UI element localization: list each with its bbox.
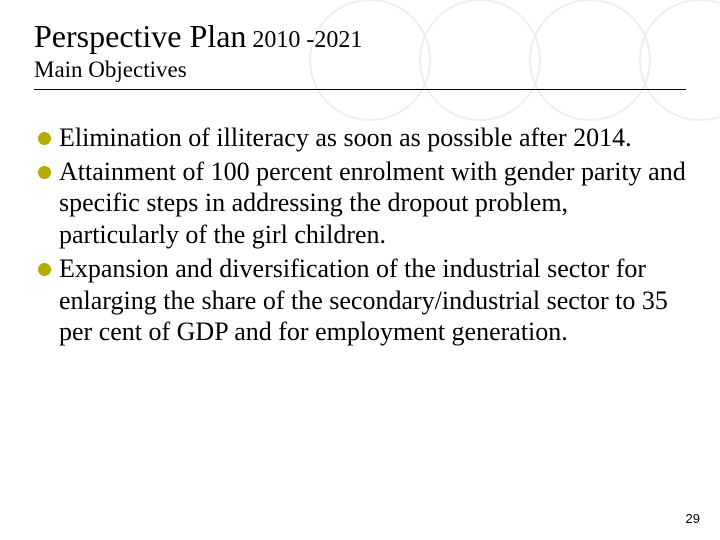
list-item: Expansion and diversification of the ind… — [38, 253, 686, 348]
bullet-icon — [38, 132, 51, 145]
page-number: 29 — [686, 511, 700, 526]
slide-container: Perspective Plan 2010 -2021 Main Objecti… — [0, 0, 720, 540]
bullet-text: Elimination of illiteracy as soon as pos… — [59, 122, 632, 154]
body-content: Elimination of illiteracy as soon as pos… — [34, 122, 686, 348]
page-title: Perspective Plan — [34, 18, 246, 55]
title-divider — [34, 89, 686, 90]
bullet-text: Attainment of 100 percent enrolment with… — [59, 156, 686, 251]
page-subtitle: Main Objectives — [34, 57, 686, 83]
list-item: Elimination of illiteracy as soon as pos… — [38, 122, 686, 154]
list-item: Attainment of 100 percent enrolment with… — [38, 156, 686, 251]
page-title-year: 2010 -2021 — [252, 27, 362, 54]
title-line: Perspective Plan 2010 -2021 — [34, 18, 686, 55]
bullet-icon — [38, 263, 51, 276]
bullet-icon — [38, 166, 51, 179]
bullet-text: Expansion and diversification of the ind… — [59, 253, 686, 348]
